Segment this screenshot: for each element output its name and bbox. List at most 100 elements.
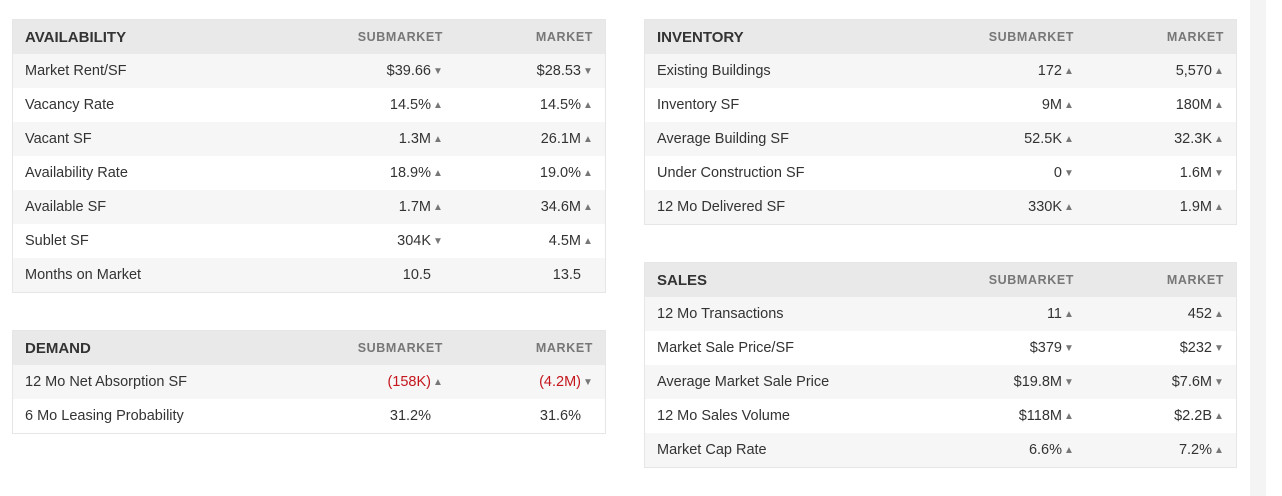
market-value: 26.1M xyxy=(540,131,581,147)
table-row: Average Building SF 52.5K ▲ 32.3K ▲ xyxy=(645,122,1236,156)
submarket-column-header: SUBMARKET xyxy=(988,30,1074,44)
market-column-header: MARKET xyxy=(535,30,593,44)
metric-label: Availability Rate xyxy=(25,165,128,181)
trend-up-icon: ▲ xyxy=(433,202,443,213)
metric-label: 12 Mo Transactions xyxy=(657,306,784,322)
trend-down-icon: ▼ xyxy=(433,66,443,77)
submarket-value-cell: 1.7M ▲ xyxy=(283,199,445,215)
table-row: Vacant SF 1.3M ▲ 26.1M ▲ xyxy=(13,122,605,156)
market-value: 4.5M xyxy=(548,233,581,249)
trend-up-icon: ▲ xyxy=(433,134,443,145)
table-row: Market Sale Price/SF $379 ▼ $232 ▼ xyxy=(645,331,1236,365)
section-title: INVENTORY xyxy=(657,28,744,46)
metric-label: Under Construction SF xyxy=(657,165,805,181)
demand-panel: DEMAND SUBMARKET MARKET 12 Mo Net Absorptio… xyxy=(12,330,606,434)
trend-down-icon: ▼ xyxy=(583,377,593,388)
page-scrollbar[interactable] xyxy=(1250,0,1266,496)
market-value-cell: 452 ▲ xyxy=(1076,306,1236,322)
trend-up-icon: ▲ xyxy=(1214,100,1224,111)
trend-up-icon: ▲ xyxy=(1214,66,1224,77)
submarket-value: $379 xyxy=(1029,340,1062,356)
table-row: Available SF 1.7M ▲ 34.6M ▲ xyxy=(13,190,605,224)
submarket-value-cell: $118M ▲ xyxy=(914,408,1076,424)
submarket-value-cell: $39.66 ▼ xyxy=(283,63,445,79)
market-value-cell: 34.6M ▲ xyxy=(445,199,605,215)
table-row: Sublet SF 304K ▼ 4.5M ▲ xyxy=(13,224,605,258)
market-value-cell: $232 ▼ xyxy=(1076,340,1236,356)
trend-down-icon: ▼ xyxy=(1214,343,1224,354)
market-value-cell: 1.9M ▲ xyxy=(1076,199,1236,215)
market-value: 31.6% xyxy=(539,408,581,424)
metric-label: Market Sale Price/SF xyxy=(657,340,794,356)
table-row: Inventory SF 9M ▲ 180M ▲ xyxy=(645,88,1236,122)
submarket-value: 52.5K xyxy=(1024,131,1062,147)
metric-label: Average Market Sale Price xyxy=(657,374,830,390)
table-row: Average Market Sale Price $19.8M ▼ $7.6M ▼ xyxy=(645,365,1236,399)
submarket-value-cell: (158K) ▲ xyxy=(283,374,445,390)
market-value: $7.6M xyxy=(1171,374,1212,390)
inventory-header: INVENTORY SUBMARKET MARKET xyxy=(645,20,1236,54)
market-column-header: MARKET xyxy=(1166,30,1224,44)
submarket-column-header: SUBMARKET xyxy=(357,341,443,355)
submarket-value-cell: 1.3M ▲ xyxy=(283,131,445,147)
submarket-value: 330K xyxy=(1028,199,1062,215)
metric-label: Average Building SF xyxy=(657,131,789,147)
table-row: Market Rent/SF $39.66 ▼ $28.53 ▼ xyxy=(13,54,605,88)
market-value-cell: 1.6M ▼ xyxy=(1076,165,1236,181)
submarket-column-header: SUBMARKET xyxy=(988,273,1074,287)
inventory-panel: INVENTORY SUBMARKET MARKET Existing Buildin… xyxy=(644,19,1237,225)
trend-up-icon: ▲ xyxy=(433,377,443,388)
market-value-cell: 26.1M ▲ xyxy=(445,131,605,147)
market-value-cell: 4.5M ▲ xyxy=(445,233,605,249)
submarket-value: 172 xyxy=(1037,63,1062,79)
market-value-cell: $2.2B ▲ xyxy=(1076,408,1236,424)
table-row: 12 Mo Net Absorption SF (158K) ▲ (4.2M) ▼ xyxy=(13,365,605,399)
trend-up-icon: ▲ xyxy=(1064,202,1074,213)
market-value: 32.3K xyxy=(1174,131,1212,147)
market-value-cell: $7.6M ▼ xyxy=(1076,374,1236,390)
trend-up-icon: ▲ xyxy=(433,100,443,111)
submarket-value: 11 xyxy=(1046,306,1062,322)
trend-up-icon: ▲ xyxy=(1064,66,1074,77)
submarket-value-cell: 18.9% ▲ xyxy=(283,165,445,181)
market-value: (4.2M) xyxy=(539,374,581,390)
table-row: Vacancy Rate 14.5% ▲ 14.5% ▲ xyxy=(13,88,605,122)
submarket-value-cell: 330K ▲ xyxy=(914,199,1076,215)
trend-up-icon: ▲ xyxy=(1064,411,1074,422)
market-value-cell: 31.6% xyxy=(445,408,605,424)
trend-down-icon: ▼ xyxy=(1064,377,1074,388)
metric-label: Available SF xyxy=(25,199,107,215)
market-column-header: MARKET xyxy=(1166,273,1224,287)
section-title: AVAILABILITY xyxy=(25,28,127,46)
availability-panel: AVAILABILITY SUBMARKET MARKET Market Rent/S… xyxy=(12,19,606,293)
market-value: 13.5 xyxy=(552,267,581,283)
table-row: Existing Buildings 172 ▲ 5,570 ▲ xyxy=(645,54,1236,88)
market-value: 452 xyxy=(1187,306,1212,322)
metric-label: Months on Market xyxy=(25,267,142,283)
trend-up-icon: ▲ xyxy=(583,168,593,179)
submarket-value-cell: 6.6% ▲ xyxy=(914,442,1076,458)
submarket-column-header: SUBMARKET xyxy=(357,30,443,44)
submarket-value-cell: 9M ▲ xyxy=(914,97,1076,113)
metric-label: 12 Mo Delivered SF xyxy=(657,199,786,215)
trend-down-icon: ▼ xyxy=(1064,168,1074,179)
sales-panel: SALES SUBMARKET MARKET 12 Mo Transactions 11… xyxy=(644,262,1237,468)
submarket-value-cell: 31.2% xyxy=(283,408,445,424)
table-row: Market Cap Rate 6.6% ▲ 7.2% ▲ xyxy=(645,433,1236,467)
trend-down-icon: ▼ xyxy=(433,236,443,247)
submarket-value: 0 xyxy=(1053,165,1062,181)
table-row: Availability Rate 18.9% ▲ 19.0% ▲ xyxy=(13,156,605,190)
market-column-header: MARKET xyxy=(535,341,593,355)
submarket-value: 10.5 xyxy=(402,267,431,283)
submarket-value: $39.66 xyxy=(386,63,431,79)
market-value: 7.2% xyxy=(1178,442,1212,458)
market-value: $232 xyxy=(1179,340,1212,356)
submarket-value: 6.6% xyxy=(1028,442,1062,458)
submarket-value-cell: 52.5K ▲ xyxy=(914,131,1076,147)
market-value: 34.6M xyxy=(540,199,581,215)
market-value-cell: 32.3K ▲ xyxy=(1076,131,1236,147)
trend-up-icon: ▲ xyxy=(1214,309,1224,320)
submarket-value: $118M xyxy=(1018,408,1062,424)
market-value: 5,570 xyxy=(1175,63,1212,79)
submarket-value-cell: 172 ▲ xyxy=(914,63,1076,79)
